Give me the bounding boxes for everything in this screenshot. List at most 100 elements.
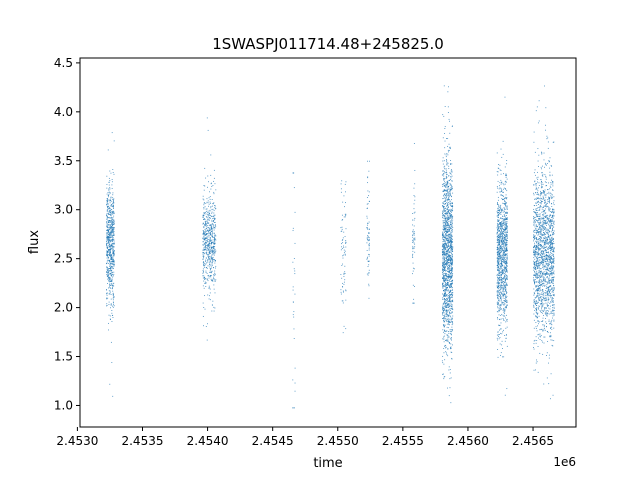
data-point [106,193,108,195]
data-point [497,227,499,229]
data-point [213,229,215,231]
data-point [497,230,499,231]
data-point [113,201,114,202]
data-point [449,318,451,320]
data-point [451,246,453,248]
data-point [367,182,369,184]
data-point [112,275,114,277]
data-point [448,231,449,233]
data-point [550,294,552,296]
data-point [210,202,211,204]
data-point [367,235,369,236]
data-point [542,246,544,247]
data-point [542,304,544,306]
data-point [498,204,500,206]
data-point [498,334,500,335]
data-point [208,205,209,207]
data-point [502,302,504,304]
data-point [452,308,454,310]
data-point [113,233,115,235]
data-point [503,294,505,296]
data-point [109,250,111,251]
data-point [544,222,546,224]
data-point [451,286,453,288]
data-point [106,187,108,189]
data-point [538,248,540,250]
data-point [505,265,507,267]
data-point [443,281,445,283]
data-point [497,223,499,225]
data-point [110,209,112,211]
data-point [505,242,507,244]
data-point [209,239,211,241]
data-point [497,237,499,239]
data-point [108,251,110,253]
data-point [448,298,450,300]
data-point [539,253,541,255]
data-point [106,214,107,216]
data-point [210,182,212,184]
data-point [447,267,449,269]
data-point [344,236,346,238]
data-point [113,285,115,287]
data-point [553,270,555,272]
data-point [448,319,450,321]
data-point [506,190,508,192]
data-point [501,263,503,265]
data-point [212,208,214,210]
data-point [506,249,508,251]
data-point [503,254,505,256]
data-point [505,223,507,225]
data-point [449,201,451,203]
data-point [450,195,452,197]
data-point [451,228,452,230]
data-point [207,323,208,325]
data-point [537,272,539,274]
data-point [444,262,446,264]
data-point [540,275,542,277]
data-point [113,264,115,266]
data-point [443,183,444,185]
data-point [498,258,500,260]
data-point [506,238,508,239]
data-point [451,275,453,277]
data-point [497,236,499,237]
data-point [210,228,212,230]
data-point [445,291,447,293]
data-point [446,246,448,248]
data-point [367,190,369,192]
data-point [538,120,540,122]
data-point [214,274,216,276]
data-point [108,242,110,244]
data-point [550,256,552,257]
data-point [451,280,453,282]
data-point [340,230,342,232]
data-point [209,251,210,253]
data-point [442,185,444,187]
data-point [502,317,504,319]
data-point [202,214,204,216]
data-point [210,228,212,230]
data-point [497,202,498,203]
data-point [447,276,448,278]
data-point [449,308,451,310]
data-point [451,357,453,359]
data-point [501,273,503,275]
data-point [444,186,446,187]
data-point [535,315,537,317]
data-point [503,241,505,243]
data-point [550,312,552,314]
data-point [441,261,443,263]
data-point [447,262,449,264]
data-point [209,210,211,212]
data-point [204,185,206,187]
data-point [497,235,499,237]
data-point [502,246,504,248]
data-point [214,243,215,245]
data-point [213,246,215,248]
data-point [442,241,444,243]
data-point [505,208,507,210]
data-point [113,231,115,233]
data-point [550,186,552,188]
